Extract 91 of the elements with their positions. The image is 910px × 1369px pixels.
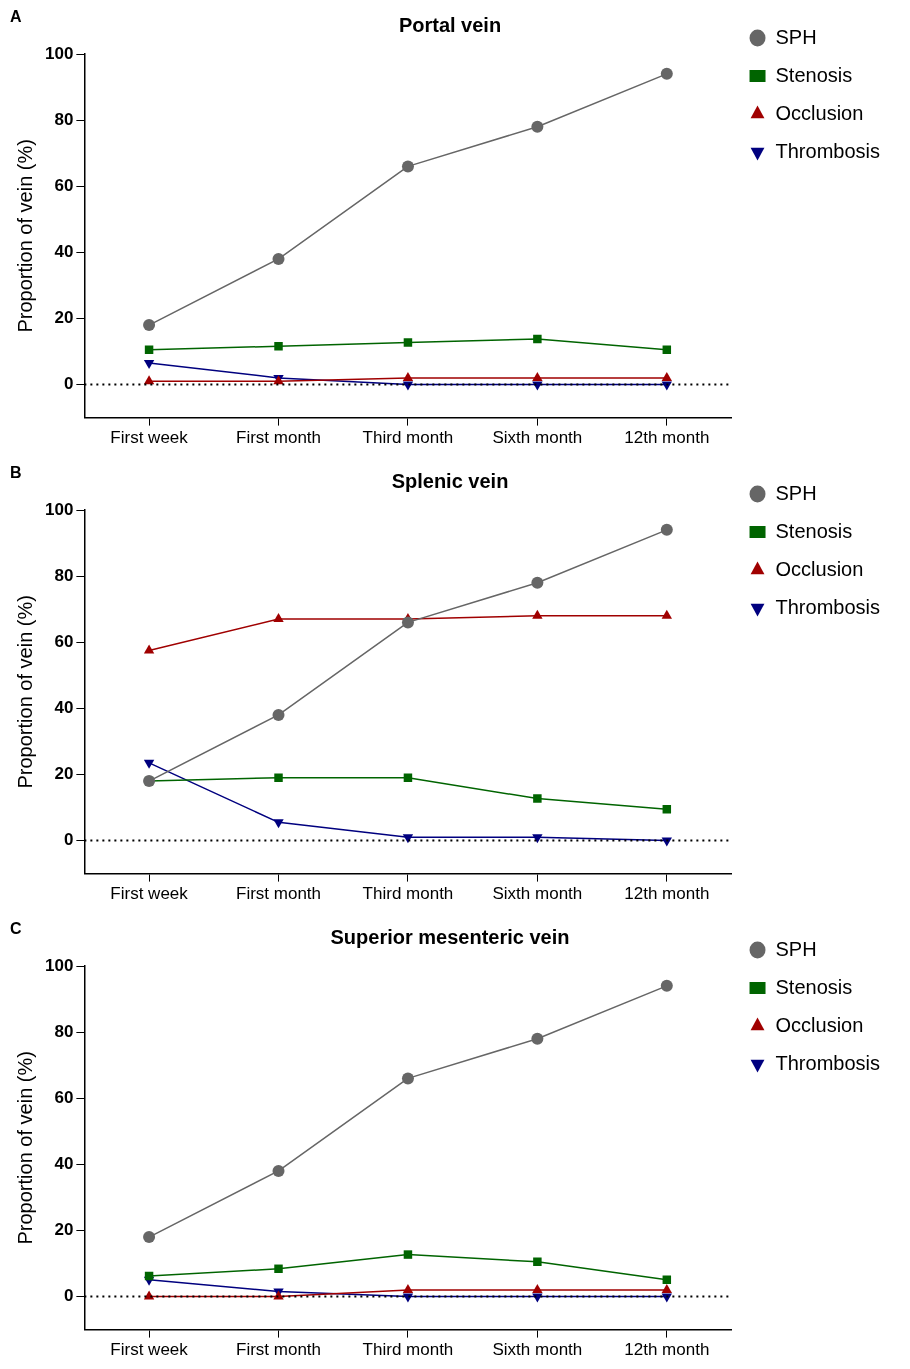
y-tick-label: 80 (54, 565, 74, 585)
y-tick-label: 20 (54, 764, 74, 784)
point (273, 819, 284, 829)
legend-label: Occlusion (775, 557, 864, 580)
legend-label: SPH (775, 481, 817, 504)
y-tick-label: 20 (54, 308, 74, 328)
point (402, 1283, 414, 1293)
point (533, 334, 542, 344)
y-tick-label: 60 (54, 175, 74, 195)
x-tick-label: Sixth month (492, 428, 583, 448)
point (143, 375, 155, 385)
y-axis-title: Proportion of vein (%) (13, 139, 36, 333)
point (533, 1257, 542, 1267)
y-tick-label: 40 (54, 698, 74, 718)
text: A (10, 8, 22, 26)
y-tick-label: 60 (54, 631, 74, 651)
y-tick-label: 80 (54, 109, 74, 129)
legend-label: Thrombosis (775, 595, 881, 618)
point (532, 834, 543, 844)
chart-title: Splenic vein (391, 469, 509, 492)
point (403, 773, 413, 782)
legend-label: Stenosis (775, 519, 853, 542)
x-tick-label: Third month (362, 428, 454, 448)
y-tick-label: 20 (54, 1220, 74, 1240)
y-tick-label: 100 (44, 499, 74, 519)
point (143, 360, 155, 370)
point (661, 609, 673, 619)
point (532, 609, 543, 619)
y-tick-label: 40 (54, 242, 74, 262)
x-tick-label: First week (110, 1340, 189, 1360)
legend-label: Thrombosis (775, 139, 881, 162)
legend-label: SPH (775, 25, 817, 48)
legend-label: Stenosis (775, 63, 853, 86)
y-tick-label: 0 (63, 830, 74, 850)
point (662, 1275, 672, 1284)
x-tick-label: Third month (362, 884, 454, 904)
y-axis-title: Proportion of vein (%) (13, 595, 36, 789)
point (274, 773, 283, 782)
point (533, 794, 542, 803)
legend-label: Stenosis (775, 975, 853, 998)
point (272, 708, 285, 721)
x-tick-label: Third month (362, 1340, 454, 1360)
legend-label: SPH (775, 937, 817, 960)
point (401, 616, 414, 629)
point (272, 1164, 285, 1177)
point (660, 523, 673, 536)
point (532, 1283, 543, 1293)
legend-label: Occlusion (775, 1013, 864, 1036)
chart-title: Superior mesenteric vein (330, 925, 570, 948)
point (403, 338, 413, 347)
x-tick-label: 12th month (624, 428, 710, 448)
y-tick-label: 0 (63, 1286, 74, 1306)
x-tick-label: Sixth month (492, 1340, 583, 1360)
point (531, 120, 544, 133)
text: C (10, 920, 22, 938)
point (660, 67, 673, 80)
x-tick-label: Sixth month (492, 884, 583, 904)
point (143, 759, 155, 769)
legend-label: Thrombosis (775, 1051, 881, 1074)
y-tick-label: 100 (44, 43, 74, 63)
point (272, 252, 285, 265)
point (143, 644, 155, 654)
text: B (10, 464, 22, 482)
y-tick-label: 0 (63, 374, 74, 394)
x-tick-label: 12th month (624, 1340, 710, 1360)
x-tick-label: First week (110, 428, 189, 448)
point (143, 319, 156, 332)
y-tick-label: 80 (54, 1021, 74, 1041)
y-tick-label: 40 (54, 1154, 74, 1174)
point (660, 979, 673, 992)
x-tick-label: First week (110, 884, 189, 904)
point (661, 1283, 673, 1293)
chart-title: Portal vein (398, 13, 502, 36)
point (403, 1250, 413, 1259)
y-axis-title: Proportion of vein (%) (13, 1051, 36, 1245)
x-tick-label: First month (236, 1340, 322, 1360)
point (274, 341, 283, 351)
x-tick-label: 12th month (624, 884, 710, 904)
legend-label: Occlusion (775, 101, 864, 124)
point (531, 1032, 544, 1045)
point (531, 576, 544, 589)
point (143, 1231, 156, 1244)
x-tick-label: First month (236, 428, 322, 448)
point (402, 834, 414, 844)
point (273, 613, 284, 623)
y-tick-label: 60 (54, 1087, 74, 1107)
x-tick-label: First month (236, 884, 322, 904)
y-tick-label: 100 (44, 955, 74, 975)
point (274, 1264, 283, 1274)
point (401, 1072, 414, 1085)
point (401, 160, 414, 173)
